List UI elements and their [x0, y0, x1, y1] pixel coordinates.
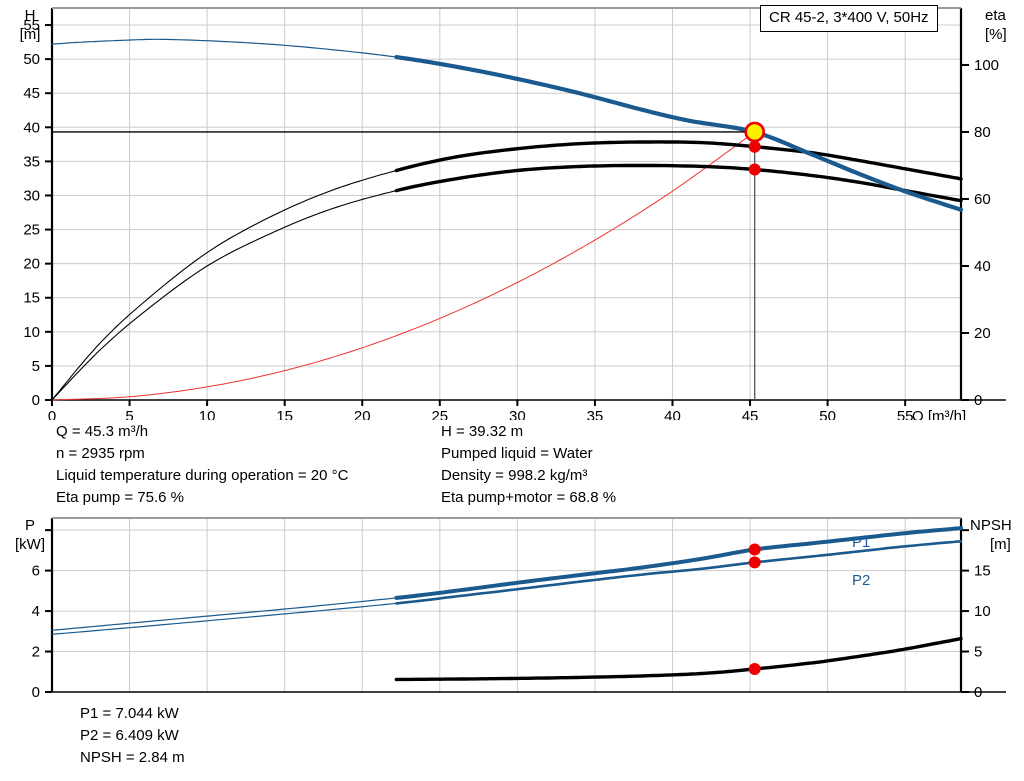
y-tick-label-right: 80 [974, 124, 991, 141]
duty-left-line-3: Eta pump = 75.6 % [56, 489, 184, 506]
y-tick-label-left: 2 [32, 644, 40, 661]
power-info-line-2: NPSH = 2.84 m [80, 749, 185, 766]
duty-right-line-1: Pumped liquid = Water [441, 445, 593, 462]
y-tick-label-left: 0 [32, 684, 40, 701]
y-tick-label-right: 20 [974, 325, 991, 342]
chart-title: CR 45-2, 3*400 V, 50Hz [769, 9, 929, 26]
y-tick-label-left: 5 [32, 358, 40, 375]
y-tick-label-left: 20 [23, 256, 40, 273]
y-axis-title-right: NPSH [970, 517, 1012, 534]
x-tick-label: 0 [48, 408, 56, 420]
power-npsh-chart: 0 2 4 6 0 5 10 15 P [kW] NPSH [m] P1 P2 [15, 517, 1012, 701]
p2-curve-bold [395, 539, 963, 605]
x-tick-label: 15 [276, 408, 293, 420]
y-axis-title-left: [m] [20, 26, 41, 43]
p2-duty-marker [748, 556, 761, 569]
p1-series-label: P1 [852, 534, 870, 551]
npsh-duty-marker [748, 663, 761, 676]
system-curve [51, 131, 756, 401]
y-tick-label-left: 4 [32, 603, 40, 620]
p2-series-label: P2 [852, 572, 870, 589]
efficiency-duty-marker [748, 163, 761, 176]
duty-info-left: Q = 45.3 m³/h n = 2935 rpm Liquid temperat… [56, 421, 348, 509]
power-info-line-1: P2 = 6.409 kW [80, 727, 179, 744]
y-axis-title-left: H [25, 7, 36, 24]
y-tick-label-left: 6 [32, 563, 40, 580]
y-tick-label-left: 15 [23, 290, 40, 307]
efficiency-curve-thin [51, 141, 962, 401]
y-tick-label-right: 100 [974, 57, 999, 74]
y-tick-label-left: 10 [23, 324, 40, 341]
x-tick-label: 20 [354, 408, 371, 420]
p1-duty-marker [748, 543, 761, 556]
npsh-curve [394, 636, 963, 682]
power-info: P1 = 7.044 kW P2 = 6.409 kW NPSH = 2.84 m [80, 703, 185, 769]
x-tick-label: 50 [819, 408, 836, 420]
y-axis-title-right: eta [985, 7, 1007, 24]
efficiency-curve-thin [51, 164, 962, 401]
y-tick-label-right: 5 [974, 644, 982, 661]
y-tick-label-left: 25 [23, 222, 40, 239]
y-tick-label-left: 0 [32, 392, 40, 409]
duty-left-line-0: Q = 45.3 m³/h [56, 423, 149, 440]
efficiency-curve-bold [394, 163, 963, 203]
y-tick-label-left: 45 [23, 85, 40, 102]
head-curve-bold [394, 54, 964, 212]
duty-info-right: H = 39.32 m Pumped liquid = Water Density … [441, 421, 616, 509]
bottom-chart-group: 0 2 4 6 0 5 10 15 P [kW] NPSH [m] P1 P2 [15, 517, 1012, 701]
y-tick-label-left: 30 [23, 187, 40, 204]
y-axis-title-right: [m] [990, 536, 1011, 553]
power-info-line-0: P1 = 7.044 kW [80, 705, 179, 722]
x-tick-label: 35 [587, 408, 604, 420]
duty-right-line-3: Eta pump+motor = 68.8 % [441, 489, 617, 506]
y-axis-title-left: P [25, 517, 35, 534]
x-tick-label: 25 [431, 408, 448, 420]
chart-title-box: CR 45-2, 3*400 V, 50Hz [760, 5, 938, 32]
x-tick-label: 45 [742, 408, 759, 420]
x-tick-label: 10 [199, 408, 216, 420]
x-tick-label: 55 [897, 408, 914, 420]
y-tick-label-left: 40 [23, 119, 40, 136]
y-tick-label-left: 55 [23, 17, 40, 34]
y-tick-label-right: 0 [974, 684, 982, 701]
duty-right-line-2: Density = 998.2 kg/m³ [441, 467, 588, 484]
p1-curve-bold [394, 526, 963, 600]
y-tick-label-right: 60 [974, 191, 991, 208]
y-tick-label-right: 0 [974, 392, 982, 409]
y-tick-label-left: 50 [23, 51, 40, 68]
x-axis-title: Q [m³/h] [912, 408, 966, 420]
duty-left-line-2: Liquid temperature during operation = 20… [56, 467, 349, 484]
y-tick-label-right: 40 [974, 258, 991, 275]
x-tick-label: 40 [664, 408, 681, 420]
x-tick-label: 5 [125, 408, 133, 420]
x-tick-label: 30 [509, 408, 526, 420]
efficiency-curve-bold [394, 140, 963, 181]
y-tick-label-left: 35 [23, 153, 40, 170]
efficiency-duty-marker [748, 140, 761, 153]
top-chart-group: 0 5 10 15 20 25 30 35 40 45 50 55 0 20 40 60 80 100 0 5 10 15… [20, 7, 1007, 420]
duty-left-line-1: n = 2935 rpm [56, 445, 145, 462]
duty-point-marker [744, 121, 765, 143]
y-tick-label-right: 15 [974, 563, 991, 580]
duty-right-line-0: H = 39.32 m [441, 423, 524, 440]
y-tick-label-right: 10 [974, 603, 991, 620]
y-axis-title-left: [kW] [15, 536, 45, 553]
y-axis-title-right: [%] [985, 26, 1007, 43]
head-efficiency-chart: 0 5 10 15 20 25 30 35 40 45 50 55 0 20 40 60 80 100 0 5 10 15… [20, 7, 1007, 420]
